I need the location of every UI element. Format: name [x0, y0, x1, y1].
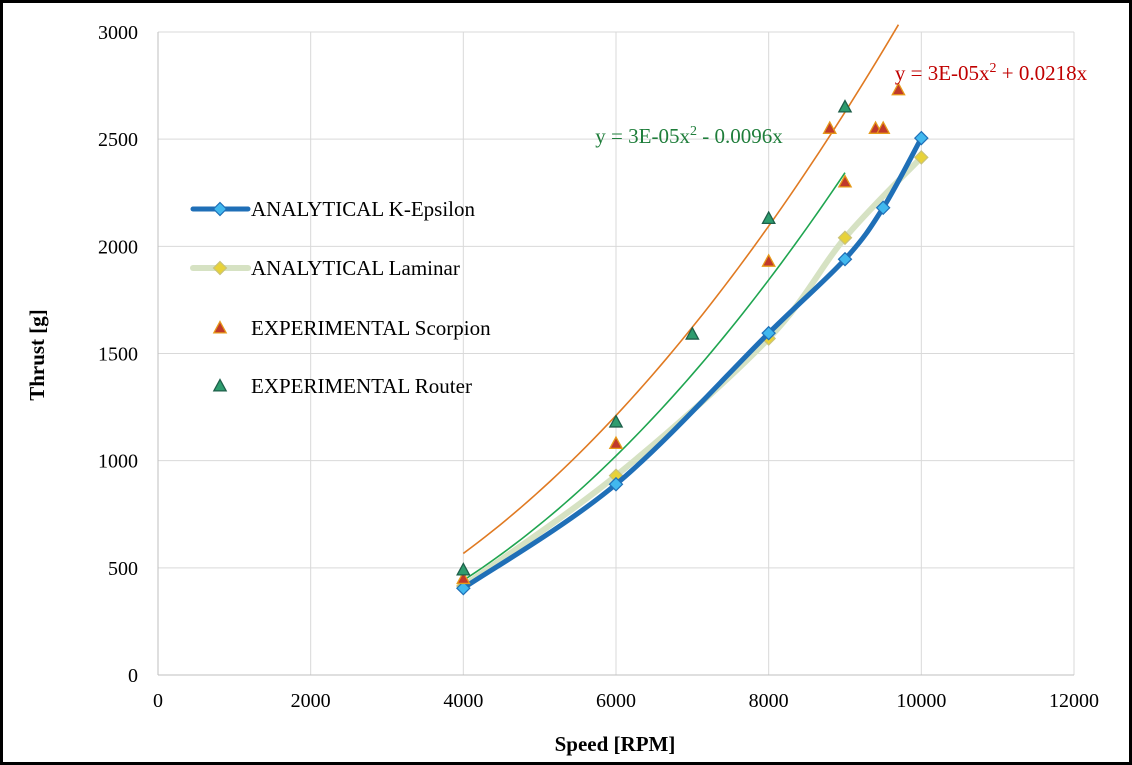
- data-point: [608, 476, 624, 492]
- data-point: [837, 251, 853, 267]
- data-point: [913, 130, 929, 146]
- legend-marker: [212, 260, 228, 276]
- y-tick-label: 500: [108, 558, 138, 580]
- data-point: [608, 414, 624, 428]
- y-tick-label: 0: [128, 665, 138, 687]
- series-experimental-router: [456, 99, 853, 576]
- data-point: [837, 230, 853, 246]
- trendline-experimental-scorpion: [462, 24, 900, 555]
- data-point: [913, 150, 929, 165]
- data-point: [837, 174, 853, 188]
- legend-label: EXPERIMENTAL Scorpion: [251, 316, 491, 340]
- y-tick-label: 2500: [98, 129, 138, 151]
- data-point: [456, 570, 471, 585]
- legend-item-experimental-scorpion: EXPERIMENTAL Scorpion: [212, 316, 491, 340]
- axes: [157, 32, 1074, 676]
- series-line: [460, 135, 924, 591]
- y-tick-label: 3000: [98, 22, 138, 44]
- grid-lines: [158, 31, 1075, 675]
- x-axis-title: Speed [RPM]: [555, 732, 676, 756]
- series-line: [460, 154, 925, 590]
- series-layer: [455, 82, 929, 596]
- series-analytical-k-epsilon: [455, 130, 929, 596]
- trendline-experimental-router: [462, 172, 846, 582]
- x-tick-labels: 0 2000 4000 6000 8000 10000 12000: [153, 690, 1099, 712]
- legend-item-analytical-k-epsilon: ANALYTICAL K-Epsilon: [190, 197, 476, 221]
- y-tick-label: 1500: [98, 344, 138, 366]
- legend-item-analytical-laminar: ANALYTICAL Laminar: [190, 256, 460, 280]
- data-point: [875, 120, 891, 134]
- series-analytical-laminar: [455, 150, 929, 594]
- x-tick-label: 10000: [896, 690, 946, 712]
- x-tick-label: 4000: [443, 690, 483, 712]
- x-tick-label: 12000: [1049, 690, 1099, 712]
- data-point: [761, 325, 777, 341]
- thrust-speed-chart: 0 2000 4000 6000 8000 10000 12000 0 500 1000 1500…: [25, 22, 1099, 756]
- data-point: [608, 435, 624, 450]
- x-tick-label: 8000: [749, 690, 789, 712]
- y-axis-title: Thrust [g]: [25, 309, 49, 401]
- x-tick-label: 6000: [596, 690, 636, 712]
- y-tick-label: 2000: [98, 236, 138, 258]
- legend-label: ANALYTICAL K-Epsilon: [251, 197, 476, 221]
- data-point: [761, 253, 776, 267]
- legend-marker: [212, 320, 228, 334]
- data-point: [685, 326, 700, 340]
- series-experimental-scorpion: [456, 82, 906, 585]
- data-point: [456, 562, 471, 576]
- legend: ANALYTICAL K-Epsilon ANALYTICAL Laminar EX…: [190, 197, 491, 398]
- legend-marker: [212, 201, 228, 217]
- x-tick-label: 2000: [291, 690, 331, 712]
- legend-marker: [212, 378, 228, 392]
- x-tick-label: 0: [153, 690, 163, 712]
- legend-label: ANALYTICAL Laminar: [251, 256, 460, 280]
- legend-item-experimental-router: EXPERIMENTAL Router: [212, 374, 472, 398]
- data-point: [822, 120, 838, 134]
- trendline-equations: y = 3E-05x2 + 0.0218x y = 3E-05x2 - 0.009…: [595, 61, 1087, 148]
- y-tick-label: 1000: [98, 451, 138, 473]
- y-tick-labels: 0 500 1000 1500 2000 2500 3000: [98, 22, 138, 687]
- data-point: [455, 580, 471, 596]
- data-point: [875, 200, 891, 216]
- equation-experimental-router: y = 3E-05x2 - 0.0096x: [595, 124, 783, 148]
- data-point: [837, 99, 853, 113]
- legend-label: EXPERIMENTAL Router: [251, 374, 472, 398]
- data-point: [891, 82, 906, 96]
- equation-experimental-scorpion: y = 3E-05x2 + 0.0218x: [895, 61, 1088, 85]
- data-point: [761, 210, 776, 224]
- trendlines: [462, 24, 900, 582]
